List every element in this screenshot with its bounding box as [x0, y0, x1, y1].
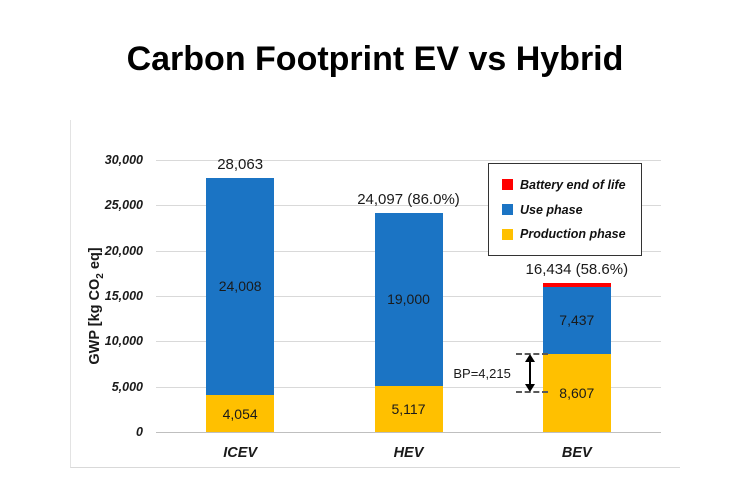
- legend-label: Battery end of life: [520, 177, 626, 192]
- x-axis-label-bev: BEV: [561, 445, 592, 461]
- bar-segment-production-phase: [374, 385, 443, 432]
- bar-value-label: 24,008: [218, 278, 262, 295]
- bar-value-label: 8,607: [559, 384, 595, 401]
- legend-swatch-icon: [502, 179, 513, 191]
- y-tick-label: 30,000: [104, 153, 143, 167]
- x-axis-label-hev: HEV: [393, 445, 424, 461]
- bp-arrow-line: [528, 358, 531, 388]
- legend-item: Battery end of life: [502, 178, 639, 192]
- legend-swatch-icon: [502, 204, 513, 215]
- bar-value-label: 4,054: [222, 405, 258, 422]
- y-tick-label: 0: [136, 425, 143, 439]
- bp-arrow-down-head-icon: [524, 384, 535, 393]
- x-axis-labels: ICEV HEV BEV: [71, 445, 680, 467]
- bar-segment-use-phase: [374, 213, 443, 386]
- bar-segment-production-phase: [206, 395, 275, 432]
- legend-swatch-icon: [502, 228, 513, 240]
- bar-segment-production-phase: [542, 353, 611, 432]
- bar-segment-use-phase: [206, 177, 275, 396]
- bp-arrow: [524, 353, 536, 393]
- bar-value-label: 5,117: [391, 400, 426, 417]
- legend-label: Production phase: [520, 227, 626, 242]
- bar-value-label: 7,437: [559, 312, 595, 329]
- y-tick-label: 25,000: [104, 198, 143, 213]
- bar-total-label: 24,097 (86.0%): [357, 191, 460, 209]
- y-tick-label: 20,000: [104, 243, 143, 258]
- legend-item: Production phase: [502, 227, 639, 241]
- bar-total-label: 16,434 (58.6%): [525, 260, 629, 278]
- gridline: [156, 160, 661, 161]
- carbon-footprint-chart: GWP [kg CO2 eq] 4,054 24,008 28,063 5,117 19…: [70, 120, 680, 468]
- legend: Battery end of life Use phase Production p…: [488, 163, 642, 256]
- y-axis-title-sub: 2: [94, 273, 106, 279]
- bp-dashed-line: [515, 391, 548, 394]
- y-tick-label: 15,000: [104, 289, 143, 303]
- x-axis-line: [156, 432, 661, 433]
- legend-item: Use phase: [502, 203, 639, 217]
- y-tick-label: 10,000: [104, 334, 143, 349]
- bar-total-label: 28,063: [217, 155, 264, 173]
- gridline: [156, 205, 661, 207]
- bar-value-label: 19,000: [387, 291, 430, 308]
- bar-segment-use-phase: [542, 286, 611, 354]
- bp-arrow-up-head-icon: [524, 353, 535, 362]
- plot-area: 4,054 24,008 28,063 5,117 19,000 24,097 (86.0…: [156, 156, 661, 433]
- legend-label: Use phase: [520, 202, 583, 217]
- x-axis-label-icev: ICEV: [223, 445, 258, 461]
- page-title: Carbon Footprint EV vs Hybrid: [126, 40, 624, 78]
- bar-segment-battery-end-of-life: [542, 282, 611, 287]
- y-tick-label: 5,000: [111, 379, 143, 394]
- bp-annotation-text: BP=4,215: [453, 366, 511, 382]
